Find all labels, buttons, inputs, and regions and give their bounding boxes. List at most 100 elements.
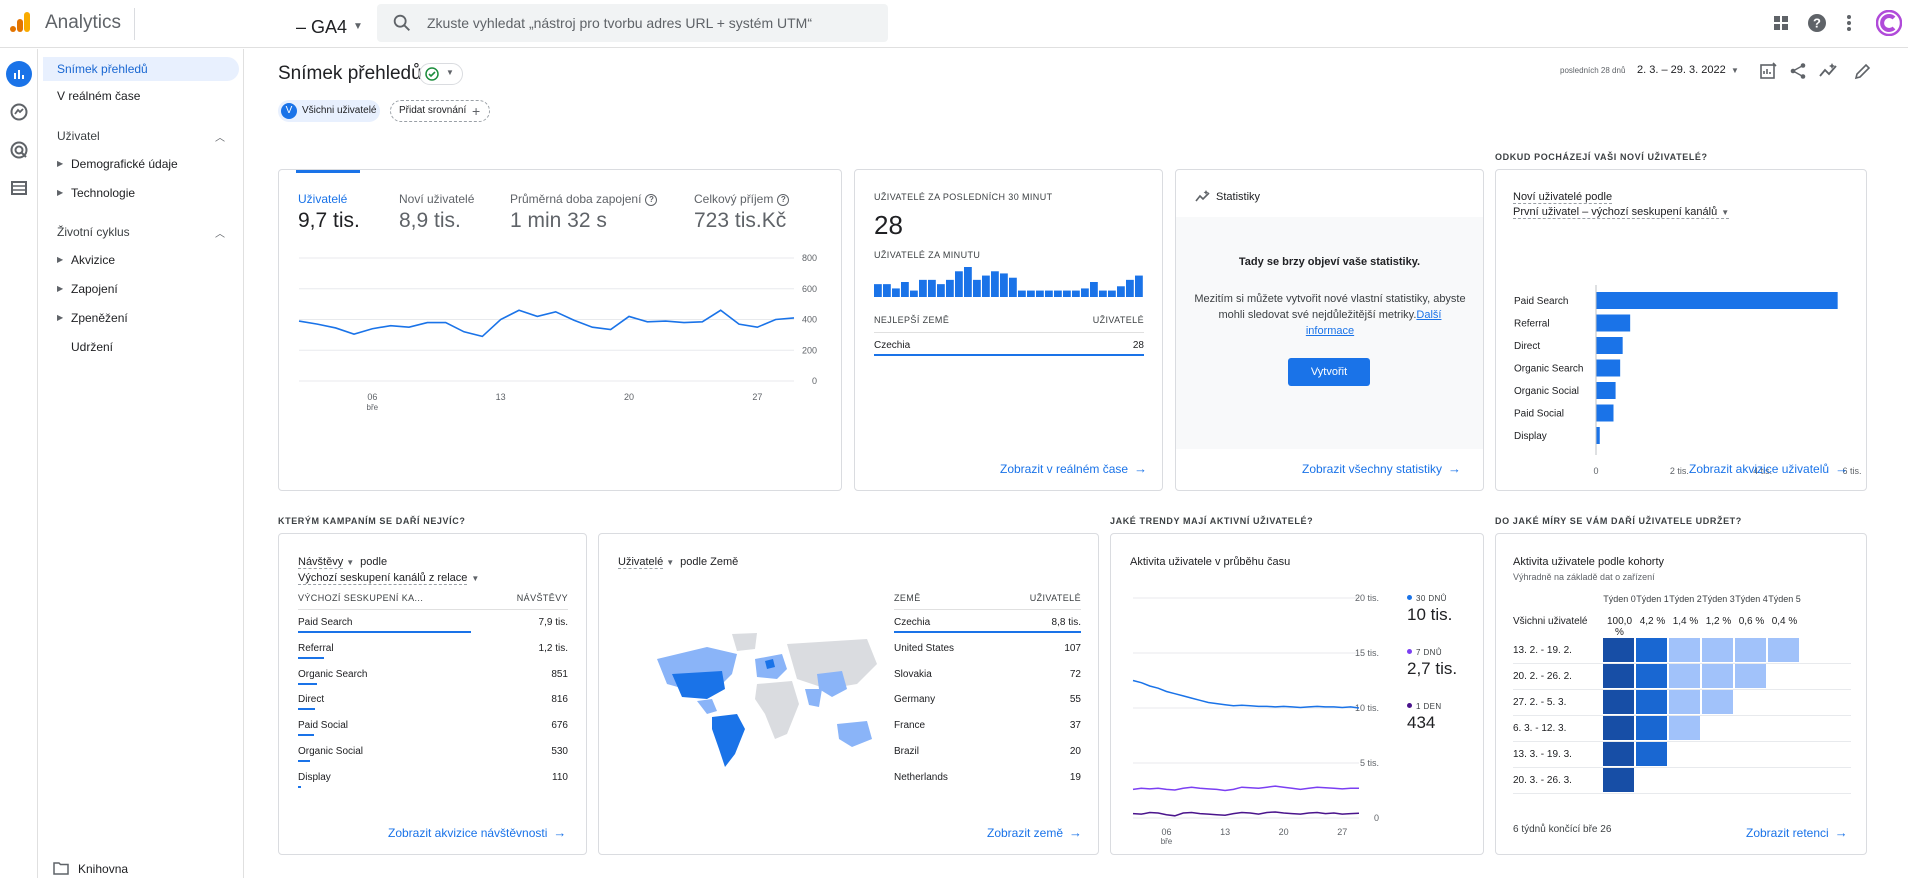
sidebar-item-technology[interactable]: ▶ Technologie <box>57 186 136 200</box>
sidebar-section-user[interactable]: Uživatel <box>57 129 100 143</box>
minute-bar[interactable] <box>1054 290 1062 297</box>
user-acquisition-link[interactable]: Zobrazit akvizice uživatelů → <box>1689 461 1849 476</box>
property-selector[interactable]: – GA4 <box>296 17 348 37</box>
minute-bar[interactable] <box>1117 286 1125 297</box>
minute-bar[interactable] <box>874 284 882 297</box>
country-row-label[interactable]: Czechia <box>874 340 911 351</box>
help-icon[interactable]: ? <box>777 194 790 206</box>
minute-bar[interactable] <box>1108 290 1116 297</box>
cohort-cell[interactable] <box>1735 664 1766 688</box>
retention-link[interactable]: Zobrazit retenci → <box>1746 825 1848 840</box>
cohort-cell[interactable] <box>1603 716 1634 740</box>
sidebar-item-engagement[interactable]: ▶ Zapojení <box>57 282 118 296</box>
new-users-bar-chart[interactable]: Paid Search Referral Direct Organic Search O… <box>1496 230 1868 480</box>
table-row-label[interactable]: Czechia <box>894 617 931 628</box>
table-row-label[interactable]: Referral <box>298 642 334 654</box>
customize-report-icon[interactable] <box>1758 61 1778 81</box>
channel-bar[interactable] <box>1596 314 1631 332</box>
table-row-label[interactable]: Germany <box>894 694 936 706</box>
realtime-link[interactable]: Zobrazit v reálném čase → <box>1000 461 1148 476</box>
cohort-cell[interactable] <box>1735 638 1766 662</box>
create-insight-button[interactable]: Vytvořit <box>1288 358 1370 386</box>
cohort-cell[interactable] <box>1603 638 1634 662</box>
world-map[interactable] <box>637 629 887 769</box>
cohort-cell[interactable] <box>1603 690 1634 714</box>
table-row-label[interactable]: Slovakia <box>894 668 932 680</box>
cohort-cell[interactable] <box>1603 768 1634 792</box>
cohort-cell[interactable] <box>1669 664 1700 688</box>
advertising-icon[interactable] <box>7 138 31 162</box>
account-avatar-icon[interactable] <box>1876 10 1902 36</box>
sidebar-item-acquisition[interactable]: ▶ Akvizice <box>57 253 116 267</box>
minute-bar[interactable] <box>910 290 918 297</box>
analytics-logo-icon[interactable] <box>8 10 32 34</box>
users-series-line[interactable] <box>298 309 795 338</box>
cohort-cell[interactable] <box>1669 690 1700 714</box>
per-minute-bar-chart[interactable] <box>874 265 1144 297</box>
dimension-selector[interactable]: Výchozí seskupení kanálů z relace ▼ <box>298 572 480 585</box>
table-row-label[interactable]: Netherlands <box>894 771 948 783</box>
share-icon[interactable] <box>1788 61 1808 81</box>
table-row-label[interactable]: Paid Social <box>298 720 349 732</box>
cohort-cell[interactable] <box>1702 638 1733 662</box>
cohort-cell[interactable] <box>1636 690 1667 714</box>
minute-bar[interactable] <box>1081 288 1089 297</box>
cohort-cell[interactable] <box>1636 638 1667 662</box>
cohort-cell[interactable] <box>1636 664 1667 688</box>
date-range-picker[interactable]: 2. 3. – 29. 3. 2022 <box>1637 64 1726 76</box>
minute-bar[interactable] <box>1072 290 1080 297</box>
minute-bar[interactable] <box>964 267 972 297</box>
table-row-label[interactable]: Direct <box>298 694 325 706</box>
minute-bar[interactable] <box>973 279 981 297</box>
minute-bar[interactable] <box>1090 282 1098 297</box>
help-icon[interactable]: ? <box>1805 11 1829 35</box>
sidebar-item-realtime[interactable]: V reálném čase <box>57 89 141 103</box>
minute-bar[interactable] <box>1018 290 1026 297</box>
bar-chart-icon[interactable] <box>7 62 31 86</box>
channel-bar[interactable] <box>1596 359 1621 377</box>
minute-bar[interactable] <box>1045 290 1053 297</box>
minute-bar[interactable] <box>892 288 900 297</box>
status-dropdown[interactable]: ▼ <box>419 63 463 85</box>
minute-bar[interactable] <box>1126 279 1134 297</box>
cohort-cell[interactable] <box>1636 716 1667 740</box>
channel-bar[interactable] <box>1596 427 1600 444</box>
minute-bar[interactable] <box>1027 290 1035 297</box>
search-bar[interactable] <box>377 4 888 42</box>
minute-bar[interactable] <box>883 284 891 297</box>
help-icon[interactable]: ? <box>645 194 658 206</box>
caret-down-icon[interactable]: ▼ <box>1731 66 1739 75</box>
sidebar-section-lifecycle[interactable]: Životní cyklus <box>57 225 130 239</box>
table-row-label[interactable]: France <box>894 720 926 732</box>
metric-selector[interactable]: Návštěvy ▼ podle <box>298 556 388 569</box>
table-row-label[interactable]: Organic Search <box>298 668 368 680</box>
cohort-cell[interactable] <box>1636 742 1667 766</box>
minute-bar[interactable] <box>1000 273 1008 297</box>
channel-bar[interactable] <box>1596 404 1614 422</box>
minute-bar[interactable] <box>1009 277 1017 297</box>
edit-icon[interactable] <box>1853 61 1873 81</box>
cohort-cell[interactable] <box>1669 716 1700 740</box>
channel-bar[interactable] <box>1596 292 1838 309</box>
sidebar-item-overview[interactable]: Snímek přehledů <box>43 57 239 81</box>
series-line[interactable] <box>1132 679 1360 709</box>
folder-icon[interactable] <box>53 861 69 875</box>
table-row-label[interactable]: Organic Social <box>298 746 364 757</box>
cohort-cell[interactable] <box>1702 690 1733 714</box>
learn-more-link[interactable]: Další informace <box>1305 309 1442 337</box>
list-icon[interactable] <box>7 176 31 200</box>
sidebar-item-retention[interactable]: Udržení <box>71 340 114 354</box>
minute-bar[interactable] <box>1099 290 1107 297</box>
minute-bar[interactable] <box>1036 290 1044 297</box>
dimension-selector[interactable]: První uživatel – výchozí seskupení kanál… <box>1513 206 1730 219</box>
minute-bar[interactable] <box>955 271 963 297</box>
minute-bar[interactable] <box>982 275 990 297</box>
chevron-up-icon[interactable]: ︿ <box>215 133 225 144</box>
cohort-cell[interactable] <box>1669 638 1700 662</box>
table-row-label[interactable]: Paid Search <box>298 617 353 628</box>
minute-bar[interactable] <box>937 284 945 297</box>
table-row-label[interactable]: United States <box>894 642 955 654</box>
minute-bar[interactable] <box>928 279 936 297</box>
cohort-cell[interactable] <box>1603 742 1634 766</box>
channel-bar[interactable] <box>1596 337 1623 354</box>
